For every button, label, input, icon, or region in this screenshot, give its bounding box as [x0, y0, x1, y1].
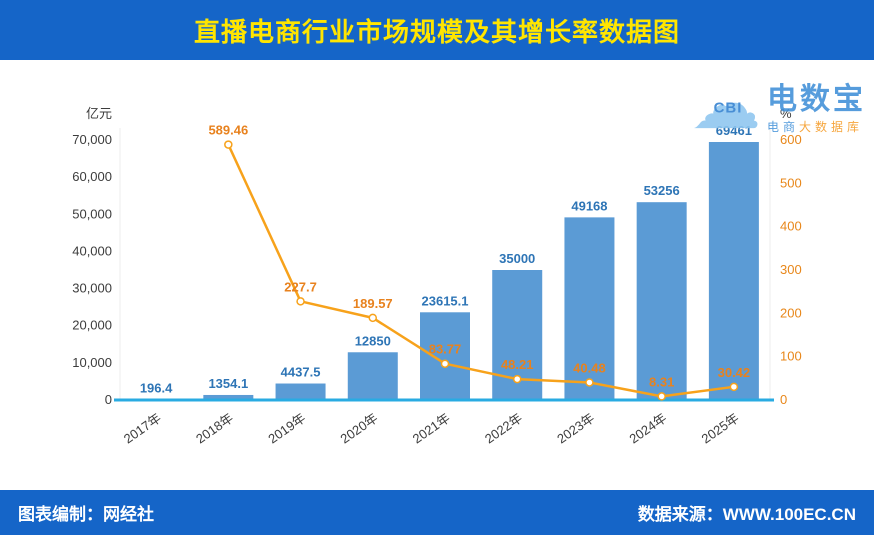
combo-bar-line-chart: 0 10,000 20,000 30,000 40,000 50,000 60,000 70,… [72, 106, 802, 447]
left-tick-1: 10,000 [72, 355, 112, 370]
line-marker-7 [657, 392, 666, 401]
line-label-5: 48.21 [501, 357, 534, 372]
bar-6 [564, 217, 615, 400]
line-label-6: 40.48 [573, 360, 606, 375]
logo-tagline-right: 大数据库 [799, 119, 864, 134]
line-label-1: 589.46 [208, 123, 248, 138]
line-marker-4 [440, 359, 450, 368]
left-tick-7: 70,000 [72, 132, 112, 147]
left-tick-4: 40,000 [72, 243, 112, 258]
line-marker-8 [729, 382, 739, 392]
left-tick-2: 20,000 [72, 318, 112, 333]
bar-label-2: 4437.5 [281, 365, 321, 380]
footer-bar: 图表编制：网经社 数据来源：WWW.100EC.CN [0, 490, 874, 535]
x-label-6: 2023年 [554, 410, 597, 446]
x-label-3: 2020年 [338, 410, 381, 446]
left-tick-6: 60,000 [72, 169, 112, 184]
right-tick-5: 500 [780, 175, 802, 190]
line-marker-2 [296, 297, 305, 306]
bar-8 [708, 142, 759, 400]
x-label-0: 2017年 [121, 410, 164, 446]
line-marker-1 [224, 140, 233, 149]
logo-tagline: 电商大数据库 [767, 118, 866, 135]
logo-name: 电数宝 [767, 82, 866, 116]
header-bar: 直播电商行业市场规模及其增长率数据图 [0, 0, 874, 60]
cloud-letters: CBI [713, 99, 743, 117]
growth-rate-line [227, 144, 735, 398]
chart-area: 0 10,000 20,000 30,000 40,000 50,000 60,000 70,… [0, 60, 874, 490]
logo-tagline-left: 电商 [767, 119, 800, 134]
bar-label-4: 23615.1 [422, 293, 469, 308]
line-marker-6 [585, 378, 594, 387]
bar-1 [203, 394, 254, 400]
cloud-glyph: ☁ [691, 63, 761, 145]
bar-label-1: 1354.1 [208, 376, 248, 391]
x-label-8: 2025年 [699, 410, 742, 446]
bar-2 [275, 383, 326, 400]
bar-label-7: 53256 [644, 183, 680, 198]
line-label-2: 227.7 [284, 279, 317, 294]
left-tick-0: 0 [105, 392, 112, 407]
line-marker-5 [512, 374, 522, 384]
line-label-3: 189.57 [353, 296, 393, 311]
left-tick-5: 50,000 [72, 206, 112, 221]
footer-source: 数据来源：WWW.100EC.CN [637, 505, 856, 524]
right-tick-6: 600 [780, 132, 802, 147]
left-axis-title: 亿元 [86, 106, 112, 121]
right-tick-1: 100 [780, 349, 802, 364]
bar-7 [636, 202, 687, 400]
bar-3 [347, 352, 398, 400]
logo-text-block: 电数宝 电商大数据库 [767, 82, 866, 135]
right-tick-4: 400 [780, 219, 802, 234]
bar-label-8: 69461 [716, 123, 752, 138]
x-label-2: 2019年 [265, 410, 308, 446]
left-tick-3: 30,000 [72, 281, 112, 296]
cloud-icon: ☁ CBI [691, 69, 765, 140]
bar-4 [420, 312, 470, 400]
bar-label-5: 35000 [499, 251, 535, 266]
footer-credit: 图表编制：网经社 [18, 505, 154, 524]
x-label-7: 2024年 [626, 410, 669, 446]
bar-label-6: 49168 [571, 198, 607, 213]
x-label-1: 2018年 [193, 410, 236, 446]
right-tick-2: 200 [780, 305, 802, 320]
line-label-8: 30.42 [718, 365, 751, 380]
line-label-7: 8.31 [649, 374, 674, 389]
line-label-4: 83.77 [429, 342, 462, 357]
x-label-5: 2022年 [482, 410, 525, 446]
chart-title: 直播电商行业市场规模及其增长率数据图 [193, 16, 680, 47]
right-tick-3: 300 [780, 262, 802, 277]
right-tick-0: 0 [780, 392, 787, 407]
bar-label-3: 12850 [355, 333, 391, 348]
bar-label-0: 196.4 [140, 380, 173, 395]
x-label-4: 2021年 [410, 410, 453, 446]
line-marker-3 [368, 313, 378, 323]
right-axis-title: % [780, 106, 792, 121]
brand-logo: ☁ CBI 电数宝 电商大数据库 [691, 69, 866, 140]
